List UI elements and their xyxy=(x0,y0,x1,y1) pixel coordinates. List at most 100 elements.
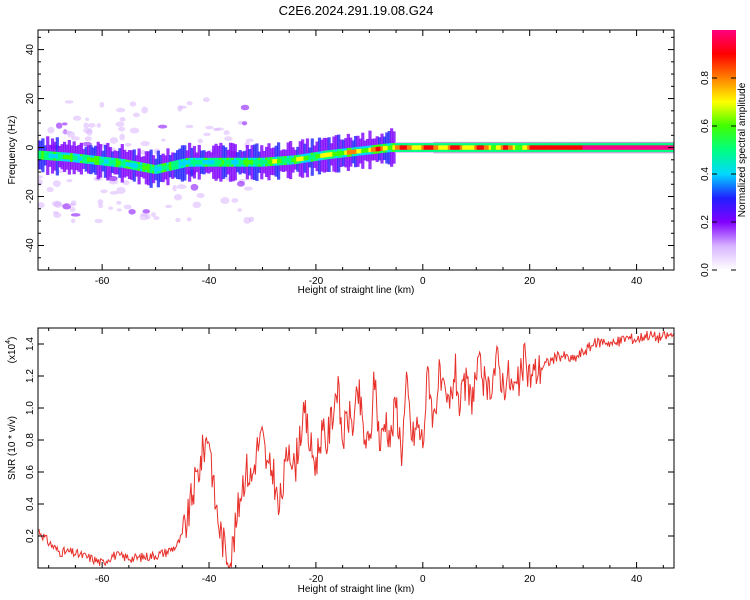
spectral-speckle xyxy=(190,183,199,191)
spectral-ridge xyxy=(200,160,204,165)
spectral-ridge xyxy=(592,145,596,150)
spectral-ridge xyxy=(219,160,223,165)
spectral-ridge xyxy=(428,145,432,150)
x-tick-label: 20 xyxy=(524,276,536,287)
spectral-ridge xyxy=(604,145,608,150)
spectral-ridge xyxy=(84,156,88,162)
spectral-ridge xyxy=(613,145,617,150)
spectral-ridge xyxy=(226,160,230,165)
spectral-ridge xyxy=(277,158,281,164)
y-tick-label: 0.8 xyxy=(25,433,36,447)
spectral-speckle xyxy=(128,208,136,215)
spectral-ridge xyxy=(135,163,139,169)
spectral-ridge xyxy=(390,145,394,150)
spectral-ridge xyxy=(310,154,314,160)
spectral-ridge xyxy=(161,165,165,171)
spectral-ridge xyxy=(491,145,495,150)
spectral-speckle xyxy=(205,125,214,130)
spectral-ridge xyxy=(298,156,302,162)
spectral-ridge xyxy=(575,145,579,150)
spectral-ridge xyxy=(493,145,497,150)
spectral-ridge xyxy=(281,158,286,163)
spectral-speckle xyxy=(100,189,108,194)
spectral-ridge xyxy=(555,145,560,150)
spectral-speckle xyxy=(109,137,119,144)
snr-y-axis-label: SNR (10 * v/v) xyxy=(7,416,18,480)
spectral-ridge xyxy=(279,158,283,164)
spectral-ridge xyxy=(289,157,293,163)
x-tick-label: 20 xyxy=(524,574,536,585)
spectral-speckle xyxy=(243,216,252,224)
y-tick-label: 0.4 xyxy=(25,497,36,511)
spectral-ridge xyxy=(115,160,120,165)
spectral-speckle xyxy=(124,142,132,147)
spectral-ridge xyxy=(464,145,468,150)
spectral-speckle xyxy=(87,122,96,128)
spectral-ridge xyxy=(365,148,370,153)
spectral-ridge xyxy=(195,160,199,165)
spectrogram-x-ticks: -60 -40 -20 0 20 40 xyxy=(48,30,664,287)
spectral-ridge xyxy=(264,159,269,165)
x-tick-label: -40 xyxy=(202,574,217,585)
y-tick-label: 0.6 xyxy=(25,465,36,479)
spectral-speckle xyxy=(139,214,148,221)
spectral-ridge xyxy=(589,145,593,150)
spectral-ridge xyxy=(467,145,471,150)
spectral-ridge xyxy=(329,152,334,157)
spectral-ridge xyxy=(344,150,348,155)
spectral-speckle xyxy=(192,201,202,209)
spectral-ridge xyxy=(55,154,59,159)
spectral-ridge xyxy=(188,160,192,165)
spectral-ridge xyxy=(387,145,391,150)
spectral-speckle xyxy=(237,120,243,125)
spectral-ridge xyxy=(106,159,110,164)
snr-panel: -60 -40 -20 0 20 40 0.2 0.4 0.6 0.8 1.0 1.2 1.4 Hei… xyxy=(5,327,675,595)
spectral-speckle xyxy=(173,194,183,201)
y-tick-label: 1.4 xyxy=(25,337,36,351)
spectral-ridge xyxy=(616,145,620,150)
spectral-ridge xyxy=(197,160,201,165)
snr-frame xyxy=(37,327,675,569)
spectral-ridge xyxy=(202,160,206,165)
spectral-speckle xyxy=(175,217,181,223)
spectral-ridge xyxy=(534,145,538,150)
spectral-ridge xyxy=(123,161,127,166)
spectral-ridge xyxy=(380,146,384,151)
spectral-ridge xyxy=(558,145,562,150)
spectral-speckle xyxy=(176,184,187,190)
colorbar-label: Normalized spectral amplitude xyxy=(737,82,748,217)
spectrogram-y-ticks: 40 20 0 -20 -40 xyxy=(25,36,674,271)
spectral-ridge xyxy=(505,145,509,150)
spectral-speckle xyxy=(46,187,54,193)
spectral-ridge xyxy=(315,154,319,159)
spectral-ridge xyxy=(238,160,242,165)
spectral-ridge xyxy=(46,153,50,158)
spectral-ridge xyxy=(358,148,362,154)
spectral-ridge xyxy=(351,149,355,155)
spectral-ridge xyxy=(476,145,480,150)
spectral-ridge xyxy=(171,163,175,168)
snr-y-ticks: 0.2 0.4 0.6 0.8 1.0 1.2 1.4 xyxy=(25,337,674,543)
x-tick-label: -60 xyxy=(95,574,110,585)
spectral-ridge xyxy=(262,159,266,165)
spectral-ridge xyxy=(173,162,177,168)
snr-line-layer xyxy=(38,330,674,568)
spectral-ridge xyxy=(130,162,134,168)
spectral-ridge xyxy=(224,160,228,165)
spectral-speckle xyxy=(118,126,126,132)
spectral-ridge xyxy=(353,149,358,154)
spectral-speckle xyxy=(70,218,76,224)
spectral-ridge xyxy=(163,165,168,170)
spectral-ridge xyxy=(630,145,634,150)
spectral-speckle xyxy=(84,136,92,142)
spectral-ridge xyxy=(337,151,341,156)
spectral-speckle xyxy=(70,213,81,217)
spectral-ridge xyxy=(77,156,81,161)
spectral-speckle xyxy=(237,208,242,212)
y-tick-label: 0 xyxy=(25,144,36,150)
spectral-ridge xyxy=(551,145,555,150)
spectral-ridge xyxy=(459,145,463,150)
spectral-ridge xyxy=(411,145,415,150)
spectral-ridge xyxy=(334,151,338,156)
spectral-ridge xyxy=(664,145,668,150)
